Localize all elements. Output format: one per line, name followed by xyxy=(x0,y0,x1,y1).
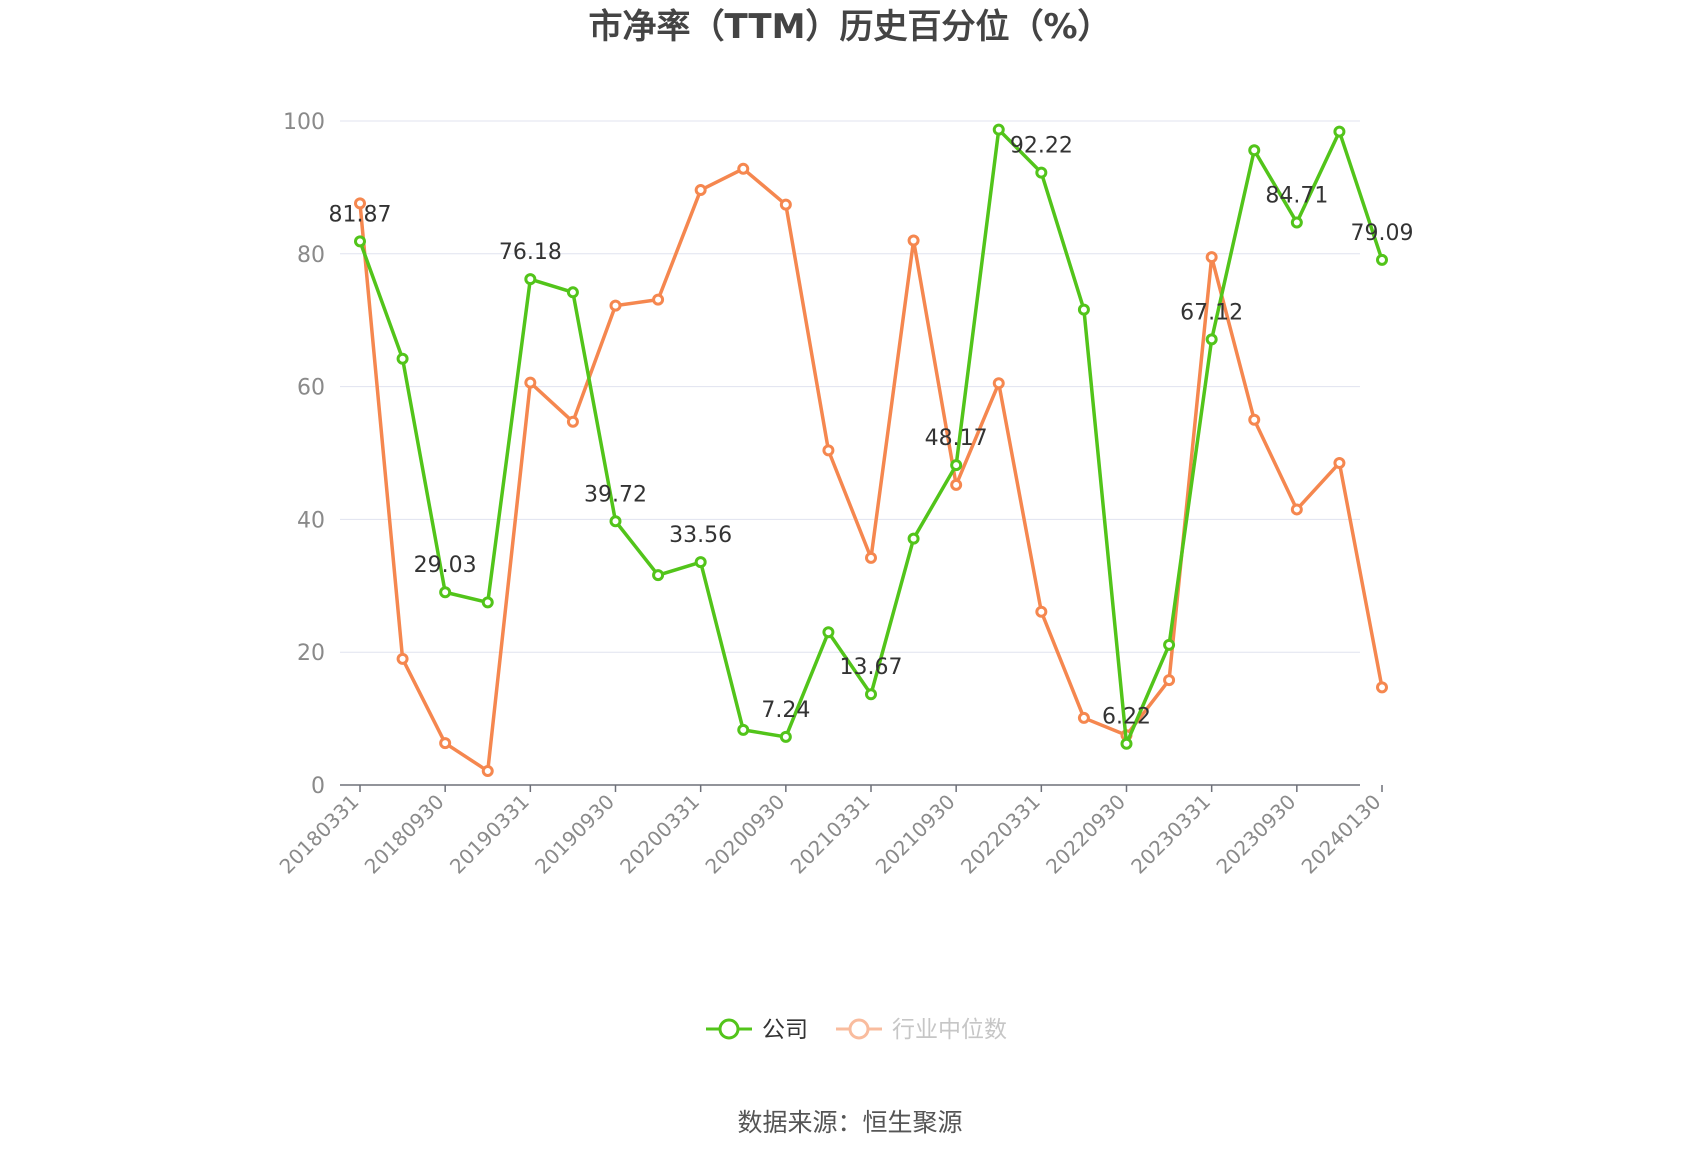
data-point xyxy=(992,123,1005,136)
y-tick-label: 60 xyxy=(297,376,325,401)
data-labels: 81.87 29.03 76.18 39.72 33.56 7.24 13.67 48.17 9… xyxy=(329,134,1414,730)
data-point xyxy=(481,765,494,778)
data-point xyxy=(524,273,537,286)
data-point xyxy=(992,377,1005,390)
x-tick-label: 20210331 xyxy=(786,790,875,879)
data-point xyxy=(694,184,707,197)
data-point xyxy=(652,293,665,306)
x-tick-label: 20200930 xyxy=(700,790,789,879)
series-layer xyxy=(354,123,1388,778)
data-point xyxy=(1376,253,1388,266)
data-point xyxy=(865,688,877,701)
data-point xyxy=(481,596,494,609)
y-tick-label: 40 xyxy=(297,508,325,533)
x-tick-label: 20230331 xyxy=(1126,790,1215,879)
x-tick-label: 20200331 xyxy=(615,790,704,879)
data-label: 67.12 xyxy=(1180,300,1243,325)
y-tick-label: 100 xyxy=(283,110,325,135)
data-point xyxy=(907,532,920,545)
x-tick-label: 20180930 xyxy=(360,790,449,879)
data-point xyxy=(1248,413,1261,426)
data-point xyxy=(1376,681,1388,694)
x-tick-label: 20190930 xyxy=(530,790,619,879)
data-point xyxy=(1248,144,1261,157)
data-point xyxy=(779,198,792,211)
data-point xyxy=(396,352,409,365)
data-point xyxy=(1205,251,1218,264)
data-label: 7.24 xyxy=(761,698,810,723)
data-point xyxy=(1163,638,1176,651)
x-tick-label: 20210930 xyxy=(871,790,960,879)
series-line xyxy=(358,127,1384,746)
data-point xyxy=(822,626,835,639)
legend-label: 公司 xyxy=(762,1017,808,1043)
data-point xyxy=(865,551,877,564)
data-point xyxy=(439,737,452,750)
data-label: 92.22 xyxy=(1010,134,1073,159)
data-point xyxy=(1333,456,1346,469)
legend-label: 行业中位数 xyxy=(892,1017,1007,1043)
y-tick-label: 20 xyxy=(297,641,325,666)
data-point xyxy=(907,234,920,247)
data-point xyxy=(1077,711,1090,724)
legend-marker xyxy=(718,1018,740,1040)
data-label: 84.71 xyxy=(1265,184,1328,209)
data-point xyxy=(1290,216,1303,229)
source-note: 数据来源：恒生聚源 xyxy=(737,1108,962,1137)
x-tick-label: 20240130 xyxy=(1297,790,1386,879)
y-tick-label: 80 xyxy=(297,243,325,268)
data-point xyxy=(1163,674,1176,687)
legend[interactable]: 公司 行业中位数 xyxy=(706,1017,1007,1043)
data-label: 81.87 xyxy=(329,202,392,227)
y-tick-label: 0 xyxy=(311,774,325,799)
data-point xyxy=(737,723,750,736)
data-point xyxy=(822,444,835,457)
data-point xyxy=(1290,503,1303,516)
x-axis: 2018033120180930201903312019093020200331… xyxy=(275,784,1386,879)
data-point xyxy=(1077,303,1090,316)
x-tick-label: 20220331 xyxy=(956,790,1045,879)
x-tick-label: 20180331 xyxy=(275,790,364,879)
legend-item-industry-median[interactable]: 行业中位数 xyxy=(836,1017,1007,1043)
x-tick-label: 20190331 xyxy=(445,790,534,879)
data-label: 13.67 xyxy=(840,655,903,680)
data-point xyxy=(694,556,707,569)
data-point xyxy=(524,376,537,389)
grid-lines xyxy=(340,120,1360,653)
y-axis: 0 20 40 60 80 100 xyxy=(283,110,325,799)
data-label: 48.17 xyxy=(925,426,988,451)
data-label: 79.09 xyxy=(1351,221,1414,246)
data-label: 39.72 xyxy=(584,482,647,507)
data-point xyxy=(439,586,452,599)
data-point xyxy=(566,286,579,299)
data-label: 29.03 xyxy=(414,553,477,578)
data-point xyxy=(737,162,750,175)
legend-item-company[interactable]: 公司 xyxy=(706,1017,808,1043)
x-tick-label: 20220930 xyxy=(1041,790,1130,879)
data-label: 33.56 xyxy=(669,523,732,548)
data-point xyxy=(950,478,963,491)
data-point xyxy=(1205,333,1218,346)
chart-title: 市净率（TTM）历史百分位（%） xyxy=(588,7,1111,47)
legend-marker xyxy=(848,1018,870,1040)
data-point xyxy=(652,569,665,582)
data-point xyxy=(354,197,366,210)
data-point xyxy=(779,730,792,743)
data-point xyxy=(1333,125,1346,138)
data-point xyxy=(1035,605,1048,618)
data-point xyxy=(396,652,409,665)
data-point xyxy=(950,459,963,472)
series-company xyxy=(354,123,1388,750)
data-point xyxy=(354,235,366,248)
data-point xyxy=(1120,737,1133,750)
data-point xyxy=(1035,166,1048,179)
x-tick-label: 20230930 xyxy=(1211,790,1300,879)
data-point xyxy=(609,515,622,528)
data-point xyxy=(566,415,579,428)
data-point xyxy=(609,299,622,312)
data-label: 76.18 xyxy=(499,240,562,265)
data-label: 6.22 xyxy=(1102,705,1151,730)
